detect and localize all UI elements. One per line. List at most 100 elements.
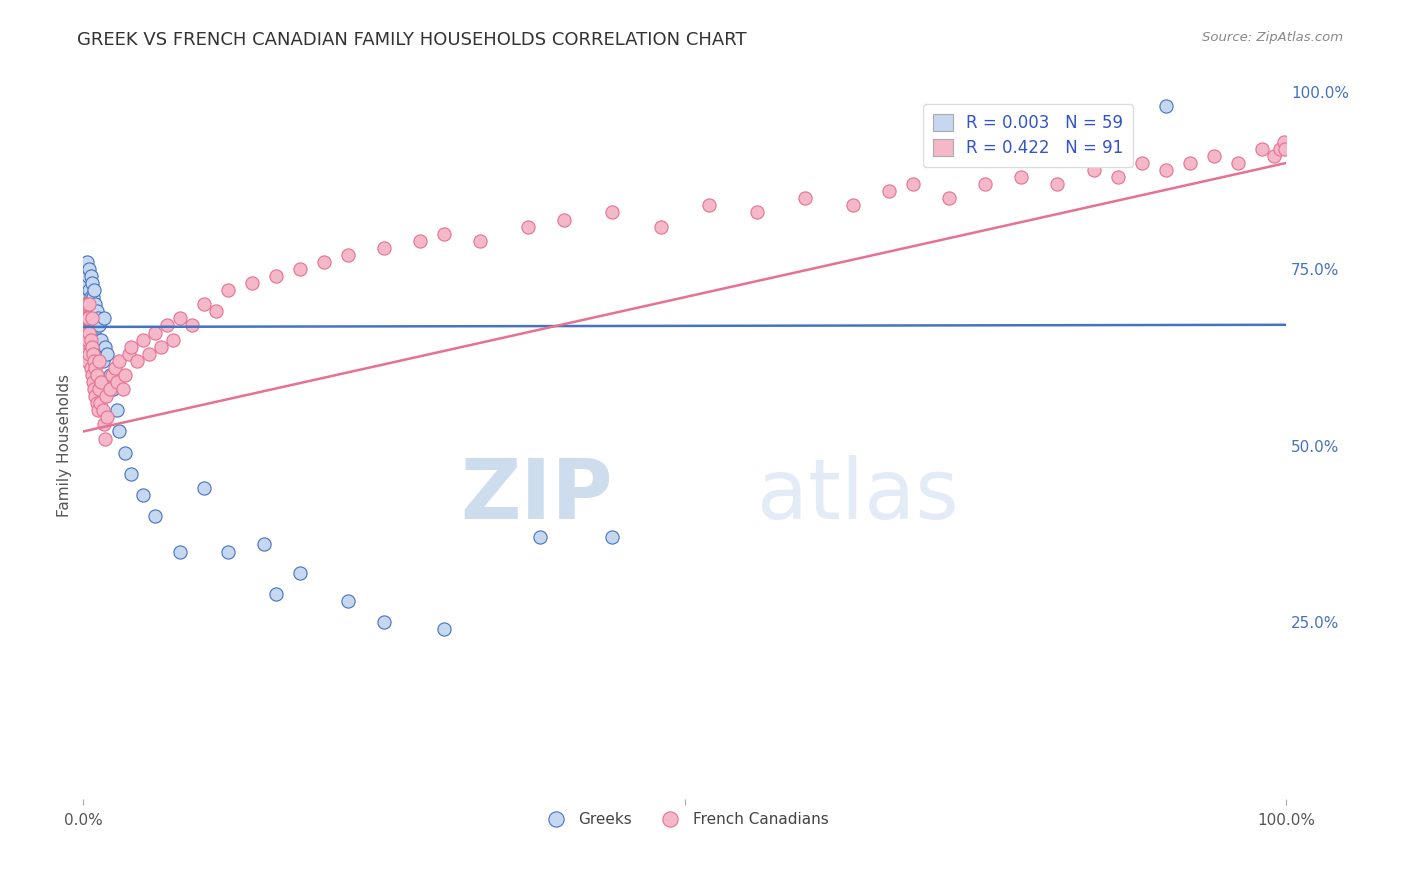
Point bbox=[77, 290, 100, 304]
Point bbox=[84, 389, 107, 403]
Point bbox=[94, 432, 117, 446]
Point bbox=[79, 262, 101, 277]
Point bbox=[793, 191, 815, 205]
Point bbox=[1202, 149, 1225, 163]
Point bbox=[1272, 135, 1295, 149]
Point bbox=[75, 311, 97, 326]
Point bbox=[79, 326, 101, 340]
Point bbox=[90, 333, 112, 347]
Point bbox=[98, 368, 121, 382]
Point bbox=[91, 354, 114, 368]
Point bbox=[145, 509, 167, 524]
Point bbox=[697, 198, 720, 212]
Point bbox=[312, 255, 335, 269]
Point bbox=[82, 375, 104, 389]
Point bbox=[156, 318, 179, 333]
Point bbox=[91, 403, 114, 417]
Point bbox=[105, 403, 128, 417]
Point bbox=[132, 333, 155, 347]
Point bbox=[76, 297, 98, 311]
Point bbox=[120, 467, 142, 481]
Point bbox=[87, 318, 110, 333]
Point bbox=[217, 544, 239, 558]
Point bbox=[76, 276, 98, 290]
Point bbox=[650, 219, 672, 234]
Point bbox=[86, 304, 108, 318]
Point bbox=[76, 354, 98, 368]
Point bbox=[108, 354, 131, 368]
Point bbox=[73, 297, 96, 311]
Point bbox=[86, 333, 108, 347]
Point bbox=[1010, 170, 1032, 185]
Point bbox=[82, 290, 104, 304]
Point bbox=[83, 283, 105, 297]
Point bbox=[83, 382, 105, 396]
Point bbox=[87, 354, 110, 368]
Point bbox=[77, 311, 100, 326]
Point bbox=[553, 212, 575, 227]
Point bbox=[169, 311, 191, 326]
Point bbox=[79, 297, 101, 311]
Point bbox=[83, 326, 105, 340]
Point bbox=[1226, 156, 1249, 170]
Point bbox=[217, 283, 239, 297]
Point bbox=[1178, 156, 1201, 170]
Point bbox=[373, 241, 395, 255]
Point bbox=[264, 268, 287, 283]
Point bbox=[77, 268, 100, 283]
Point bbox=[1107, 170, 1129, 185]
Point bbox=[73, 333, 96, 347]
Point bbox=[1251, 142, 1274, 156]
Point bbox=[264, 587, 287, 601]
Point bbox=[76, 255, 98, 269]
Point bbox=[79, 360, 101, 375]
Point bbox=[89, 396, 111, 410]
Point bbox=[745, 205, 768, 219]
Point bbox=[150, 340, 173, 354]
Point bbox=[94, 389, 117, 403]
Point bbox=[111, 382, 134, 396]
Point bbox=[240, 276, 263, 290]
Point bbox=[1268, 142, 1291, 156]
Point bbox=[433, 227, 456, 241]
Point bbox=[80, 368, 103, 382]
Point bbox=[98, 382, 121, 396]
Point bbox=[105, 375, 128, 389]
Point bbox=[288, 262, 311, 277]
Point bbox=[114, 368, 136, 382]
Point bbox=[103, 382, 125, 396]
Point bbox=[288, 566, 311, 580]
Point bbox=[77, 333, 100, 347]
Point bbox=[103, 360, 125, 375]
Point bbox=[90, 375, 112, 389]
Point bbox=[162, 333, 184, 347]
Point bbox=[433, 622, 456, 636]
Point bbox=[602, 531, 624, 545]
Point bbox=[373, 615, 395, 630]
Point bbox=[169, 544, 191, 558]
Point bbox=[120, 340, 142, 354]
Point bbox=[75, 347, 97, 361]
Point bbox=[75, 262, 97, 277]
Point bbox=[84, 318, 107, 333]
Point bbox=[79, 326, 101, 340]
Point bbox=[145, 326, 167, 340]
Point bbox=[974, 178, 997, 192]
Point bbox=[602, 205, 624, 219]
Point bbox=[82, 333, 104, 347]
Point bbox=[75, 283, 97, 297]
Point bbox=[87, 311, 110, 326]
Point bbox=[127, 354, 149, 368]
Point bbox=[82, 311, 104, 326]
Point bbox=[1083, 163, 1105, 178]
Point bbox=[79, 333, 101, 347]
Point bbox=[79, 304, 101, 318]
Text: ZIP: ZIP bbox=[460, 455, 613, 535]
Point bbox=[877, 184, 900, 198]
Y-axis label: Family Households: Family Households bbox=[58, 374, 72, 517]
Point bbox=[80, 276, 103, 290]
Point bbox=[86, 396, 108, 410]
Point bbox=[336, 594, 359, 608]
Point bbox=[77, 311, 100, 326]
Point bbox=[93, 311, 115, 326]
